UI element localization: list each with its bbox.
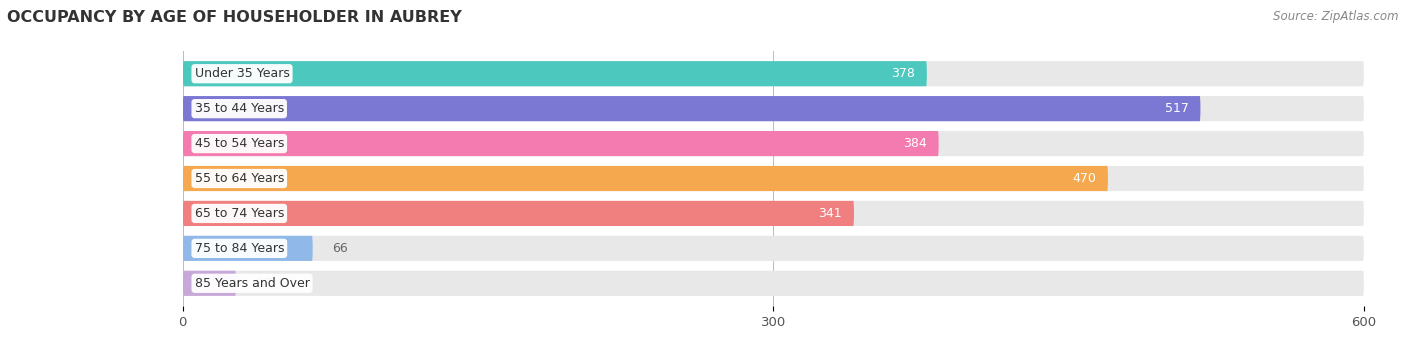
FancyBboxPatch shape <box>183 201 1364 226</box>
Text: 55 to 64 Years: 55 to 64 Years <box>194 172 284 185</box>
FancyBboxPatch shape <box>183 61 1364 86</box>
Text: 378: 378 <box>891 67 915 80</box>
Text: 66: 66 <box>332 242 349 255</box>
FancyBboxPatch shape <box>183 271 236 296</box>
Text: OCCUPANCY BY AGE OF HOUSEHOLDER IN AUBREY: OCCUPANCY BY AGE OF HOUSEHOLDER IN AUBRE… <box>7 10 461 25</box>
Text: 85 Years and Over: 85 Years and Over <box>194 277 309 290</box>
FancyBboxPatch shape <box>183 131 939 156</box>
Text: Source: ZipAtlas.com: Source: ZipAtlas.com <box>1274 10 1399 23</box>
Text: 341: 341 <box>818 207 842 220</box>
FancyBboxPatch shape <box>183 166 1108 191</box>
Text: 27: 27 <box>256 277 271 290</box>
Text: 45 to 54 Years: 45 to 54 Years <box>194 137 284 150</box>
FancyBboxPatch shape <box>183 131 1364 156</box>
Text: 470: 470 <box>1073 172 1097 185</box>
FancyBboxPatch shape <box>183 96 1364 121</box>
FancyBboxPatch shape <box>183 236 1364 261</box>
FancyBboxPatch shape <box>183 271 1364 296</box>
Text: 65 to 74 Years: 65 to 74 Years <box>194 207 284 220</box>
FancyBboxPatch shape <box>183 61 927 86</box>
Text: 75 to 84 Years: 75 to 84 Years <box>194 242 284 255</box>
FancyBboxPatch shape <box>183 166 1364 191</box>
FancyBboxPatch shape <box>183 236 312 261</box>
Text: Under 35 Years: Under 35 Years <box>194 67 290 80</box>
Text: 35 to 44 Years: 35 to 44 Years <box>194 102 284 115</box>
FancyBboxPatch shape <box>183 201 853 226</box>
Text: 384: 384 <box>903 137 927 150</box>
FancyBboxPatch shape <box>183 96 1201 121</box>
Text: 517: 517 <box>1164 102 1188 115</box>
